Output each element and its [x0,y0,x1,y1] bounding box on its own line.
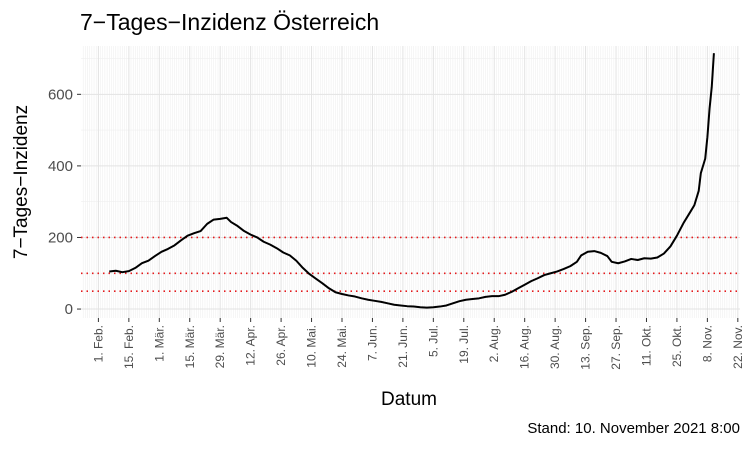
y-axis-ticks: 0 200 400 600 [48,86,81,318]
x-tick-label: 25. Okt. [670,325,684,367]
chart-title: 7−Tages−Inzidenz Österreich [80,9,379,35]
x-tick-label: 29. Mär. [213,325,227,368]
y-tick-label: 200 [48,229,73,246]
y-tick-label: 400 [48,158,73,175]
x-axis-label: Datum [381,389,437,410]
x-tick-label: 1. Feb. [91,325,105,362]
x-tick-label: 10. Mai. [305,325,319,368]
series-line [109,53,715,309]
y-axis-label: 7−Tages−Inzidenz [11,105,32,259]
x-tick-label: 27. Sep. [609,325,623,370]
x-tick-label: 5. Jul. [426,325,440,357]
x-tick-label: 11. Okt. [639,325,653,366]
x-tick-label: 13. Sep. [579,325,593,370]
x-tick-label: 19. Jul. [457,325,471,364]
reference-lines [81,236,740,292]
x-tick-label: 16. Aug. [518,325,532,369]
x-tick-label: 15. Feb. [122,325,136,369]
x-tick-label: 12. Apr. [244,325,258,366]
x-tick-label: 1. Mär. [152,325,166,362]
y-tick-label: 600 [48,86,73,103]
x-tick-label: 30. Aug. [548,325,562,369]
x-axis-ticks: 1. Feb. 15. Feb. 1. Mär. 15. Mär. 29. Mär. 12… [91,318,745,370]
x-tick-label: 26. Apr. [274,325,288,366]
x-tick-label: 24. Mai. [335,325,349,368]
caption: Stand: 10. November 2021 8:00 [527,420,740,437]
series-layer [109,53,715,309]
x-tick-label: 2. Aug. [487,325,501,362]
y-tick-label: 0 [65,301,73,318]
x-tick-label: 22. Nov. [731,325,745,369]
x-tick-label: 21. Jun. [396,325,410,368]
grid [81,46,740,318]
x-tick-label: 15. Mär. [183,325,197,368]
x-tick-label: 7. Jun. [365,325,379,361]
x-tick-label: 8. Nov. [700,325,714,362]
